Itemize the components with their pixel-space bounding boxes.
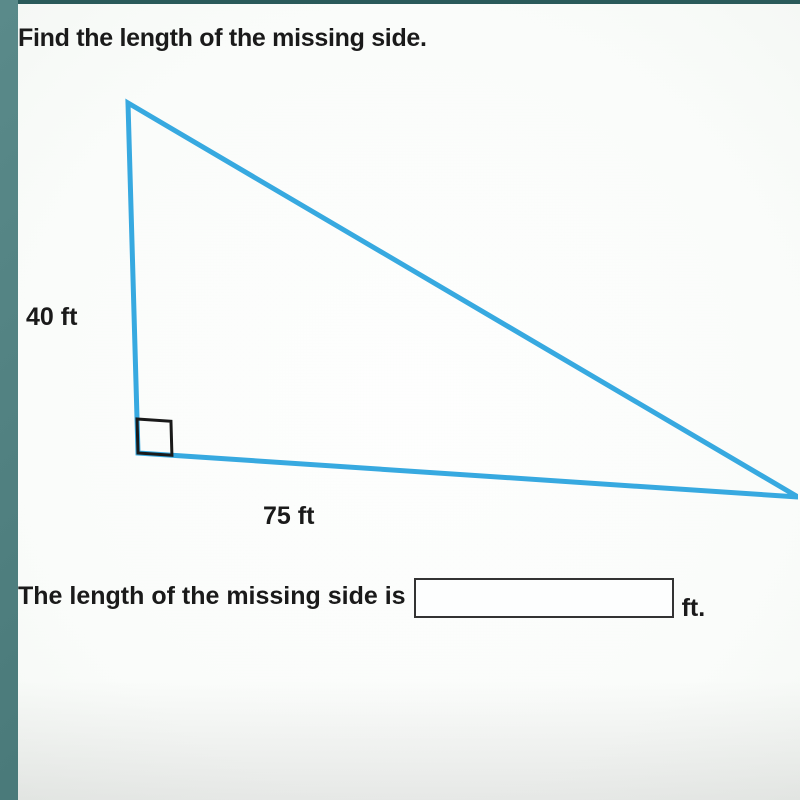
horizontal-leg-label: 75 ft xyxy=(263,502,314,531)
answer-unit: ft. xyxy=(682,594,706,623)
triangle-svg xyxy=(58,93,798,513)
triangle-shape xyxy=(128,103,798,497)
question-prompt: Find the length of the missing side. xyxy=(18,24,790,53)
vertical-leg-label: 40 ft xyxy=(26,303,77,332)
triangle-diagram: 40 ft 75 ft xyxy=(18,93,790,523)
answer-input[interactable] xyxy=(414,578,674,618)
worksheet-screen: Find the length of the missing side. 40 … xyxy=(18,0,800,800)
answer-row: The length of the missing side is ft. xyxy=(18,578,790,618)
right-angle-marker xyxy=(137,419,172,455)
answer-prefix: The length of the missing side is xyxy=(18,582,406,611)
worksheet-content: Find the length of the missing side. 40 … xyxy=(18,4,800,800)
